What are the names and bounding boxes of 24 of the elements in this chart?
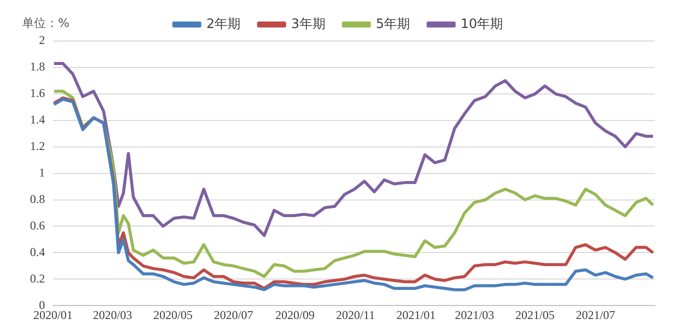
y-tick-label: 0.4 (30, 244, 45, 259)
y-tick-label: 0.2 (30, 271, 45, 286)
y-tick-label: 1 (39, 165, 45, 180)
x-tick-label: 2021/07 (576, 308, 616, 322)
y-tick-label: 0.8 (30, 192, 45, 206)
y-tick-label: 2 (39, 33, 45, 48)
legend-label: 10年期 (460, 16, 504, 32)
y-tick-label: 1.2 (30, 138, 45, 153)
legend-label: 3年期 (291, 16, 326, 32)
x-tick-label: 2020/05 (153, 308, 193, 322)
x-tick-label: 2020/09 (275, 308, 315, 322)
legend-label: 5年期 (376, 16, 410, 32)
y-axis-title: 单位：% (22, 16, 70, 30)
x-tick-label: 2020/03 (92, 308, 132, 322)
y-tick-label: 1.6 (30, 86, 45, 100)
x-tick-label: 2020/07 (214, 308, 254, 322)
y-tick-label: 0.6 (30, 218, 45, 232)
x-tick-label: 2020/11 (336, 308, 375, 322)
y-tick-label: 1.8 (30, 60, 45, 74)
y-tick-label: 1.4 (30, 112, 45, 127)
x-tick-label: 2021/03 (454, 308, 494, 322)
legend-label: 2年期 (206, 16, 241, 32)
x-tick-label: 2021/05 (515, 308, 555, 322)
x-tick-label: 2021/01 (396, 308, 436, 322)
